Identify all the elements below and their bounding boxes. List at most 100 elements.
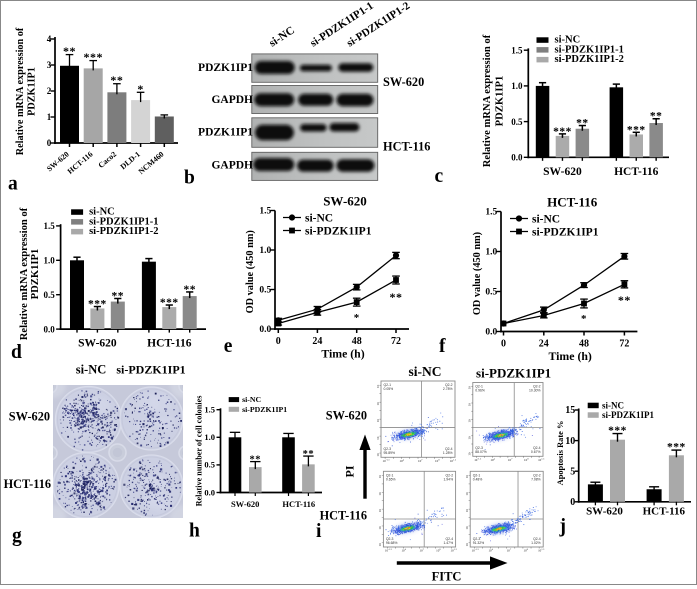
svg-text:1.94%: 1.94% (443, 478, 453, 482)
svg-text:si-NC: si-NC (555, 35, 581, 46)
svg-text:Caco2: Caco2 (96, 150, 118, 170)
svg-text:10: 10 (490, 458, 494, 462)
svg-text:***: *** (627, 124, 646, 136)
svg-text:8: 8 (527, 549, 529, 551)
svg-text:PDZK1IP1: PDZK1IP1 (27, 67, 38, 116)
svg-text:1.28%: 1.28% (443, 451, 453, 455)
svg-text:***: *** (83, 50, 103, 64)
svg-text:GAPDH: GAPDH (211, 94, 253, 106)
svg-text:10: 10 (378, 475, 382, 479)
svg-text:8: 8 (438, 459, 440, 461)
svg-text:Q2-1: Q2-1 (475, 385, 483, 389)
svg-text:Q2-1: Q2-1 (386, 474, 394, 478)
svg-text:0.5: 0.5 (44, 290, 56, 300)
svg-text:4: 4 (494, 458, 496, 460)
svg-text:72: 72 (391, 336, 401, 347)
svg-text:si-NC: si-NC (532, 214, 560, 226)
svg-text:FITC: FITC (432, 570, 462, 584)
svg-text:0.96%: 0.96% (475, 389, 485, 393)
svg-text:10: 10 (523, 549, 527, 553)
svg-text:-1.3: -1.3 (386, 459, 390, 461)
svg-text:c: c (435, 166, 444, 187)
svg-text:24: 24 (539, 339, 549, 350)
svg-text:10: 10 (468, 386, 472, 390)
svg-text:10.30%: 10.30% (529, 389, 541, 393)
svg-text:1.3: 1.3 (454, 549, 458, 551)
svg-text:10: 10 (376, 453, 380, 457)
svg-text:**: ** (576, 118, 589, 130)
svg-text:*: * (354, 312, 360, 324)
svg-text:0.5: 0.5 (485, 288, 497, 298)
svg-text:10: 10 (378, 492, 382, 496)
svg-text:**: ** (112, 290, 125, 302)
svg-text:10: 10 (451, 549, 455, 553)
svg-text:**: ** (618, 293, 631, 307)
svg-text:SW-620: SW-620 (543, 166, 582, 178)
svg-text:1.5: 1.5 (204, 405, 215, 415)
svg-text:10: 10 (524, 458, 528, 462)
svg-text:0.67%: 0.67% (531, 450, 541, 454)
svg-text:88.07%: 88.07% (475, 450, 487, 454)
svg-text:8: 8 (439, 549, 441, 551)
svg-text:10: 10 (465, 509, 469, 513)
svg-text:si-PDZK1IP1: si-PDZK1IP1 (242, 405, 287, 414)
svg-text:1.5: 1.5 (485, 208, 497, 218)
svg-text:Apoptosis Rate %: Apoptosis Rate % (556, 421, 565, 486)
svg-text:HCT-116: HCT-116 (66, 150, 95, 176)
svg-text:10: 10 (465, 526, 469, 530)
svg-text:Relative mRNA expression of: Relative mRNA expression of (19, 207, 30, 340)
svg-text:10: 10 (468, 419, 472, 423)
svg-text:si-NC: si-NC (242, 395, 261, 404)
svg-text:1.47%: 1.47% (443, 541, 453, 545)
svg-text:si-PDZK1IP1-1: si-PDZK1IP1-1 (555, 44, 624, 55)
svg-text:***: *** (667, 442, 686, 454)
svg-text:0.5: 0.5 (204, 460, 215, 470)
svg-text:72: 72 (619, 339, 629, 350)
svg-text:Q2-1: Q2-1 (384, 383, 392, 387)
svg-text:SW-620: SW-620 (383, 75, 424, 89)
svg-text:0.5: 0.5 (259, 286, 271, 296)
svg-text:95.89%: 95.89% (384, 451, 396, 455)
svg-text:1.5: 1.5 (259, 207, 271, 217)
svg-text:0: 0 (47, 138, 52, 148)
svg-text:7: 7 (510, 549, 512, 551)
svg-text:Q2-1: Q2-1 (473, 474, 481, 478)
svg-text:10: 10 (450, 459, 454, 463)
svg-text:Q2-2: Q2-2 (445, 383, 453, 387)
svg-text:si-PDZK1IP1: si-PDZK1IP1 (602, 410, 655, 420)
svg-text:0.65%: 0.65% (386, 478, 396, 482)
svg-text:10: 10 (436, 549, 440, 553)
svg-text:0.0: 0.0 (259, 325, 271, 335)
svg-text:1.5: 1.5 (511, 45, 523, 55)
svg-text:HCT-116: HCT-116 (147, 338, 192, 350)
svg-text:**: ** (183, 284, 196, 296)
svg-text:Q2-2: Q2-2 (533, 474, 541, 478)
svg-text:5: 5 (570, 466, 575, 477)
svg-text:si-NC: si-NC (305, 213, 333, 225)
svg-text:OD value (450 nm): OD value (450 nm) (245, 230, 256, 313)
svg-text:1.3: 1.3 (453, 459, 457, 461)
svg-text:***: *** (553, 126, 572, 138)
svg-text:d: d (11, 342, 22, 363)
svg-text:10: 10 (465, 475, 469, 479)
svg-text:10: 10 (401, 549, 405, 553)
svg-text:10: 10 (538, 549, 542, 553)
svg-text:si-NC: si-NC (602, 401, 624, 411)
svg-text:4: 4 (403, 459, 405, 461)
svg-text:0.05%: 0.05% (384, 387, 394, 391)
svg-text:SW-620: SW-620 (78, 338, 117, 350)
svg-text:1.0: 1.0 (485, 248, 497, 258)
svg-text:HCT-116: HCT-116 (4, 477, 51, 491)
svg-text:10: 10 (376, 436, 380, 440)
svg-text:7: 7 (421, 459, 423, 461)
svg-text:7: 7 (511, 458, 513, 460)
svg-text:1: 1 (47, 112, 52, 122)
svg-text:si-PDZK1IP1: si-PDZK1IP1 (116, 363, 185, 377)
svg-text:PDZK1IP1: PDZK1IP1 (198, 127, 253, 139)
svg-text:Relative mRNA expression of: Relative mRNA expression of (482, 34, 493, 167)
svg-text:**: ** (63, 44, 76, 58)
svg-text:SW-620: SW-620 (9, 410, 50, 424)
svg-text:10: 10 (508, 458, 512, 462)
svg-text:HCT-116: HCT-116 (643, 506, 686, 518)
svg-text:e: e (224, 336, 233, 357)
